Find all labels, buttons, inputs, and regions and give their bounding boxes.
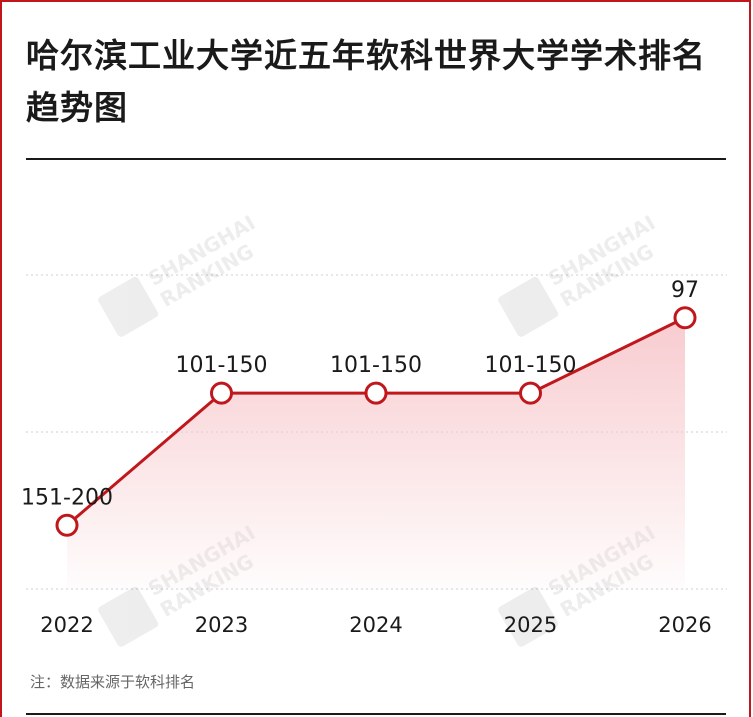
data-label-2023: 101-150 [176, 353, 268, 378]
bottom-divider [26, 713, 726, 715]
area-fill [67, 317, 685, 590]
data-point-2026 [673, 306, 697, 330]
data-label-2024: 101-150 [330, 353, 422, 378]
watermark-logo-icon [98, 586, 159, 647]
watermark-logo-icon [98, 276, 159, 337]
data-point-2022 [55, 513, 79, 537]
x-tick-label-2025: 2025 [504, 613, 557, 637]
x-tick-label-2022: 2022 [40, 613, 93, 637]
data-point-2025 [519, 381, 542, 405]
source-note: 注：数据来源于软科排名 [30, 673, 196, 691]
x-tick-label-2024: 2024 [349, 613, 402, 637]
chart-title: 哈尔滨工业大学近五年软科世界大学学术排名趋势图 [26, 36, 706, 127]
x-tick-label-2023: 2023 [195, 613, 248, 637]
x-tick-label-2026: 2026 [658, 613, 711, 637]
data-label-2025: 101-150 [485, 353, 577, 378]
data-point-2023 [210, 381, 233, 405]
data-label-2022: 151-200 [21, 485, 113, 510]
data-label-2026: 97 [671, 278, 699, 303]
watermark-logo-icon [498, 586, 559, 647]
watermark-logo-icon [498, 276, 559, 337]
data-point-2024 [364, 381, 388, 405]
title-divider [26, 158, 726, 160]
